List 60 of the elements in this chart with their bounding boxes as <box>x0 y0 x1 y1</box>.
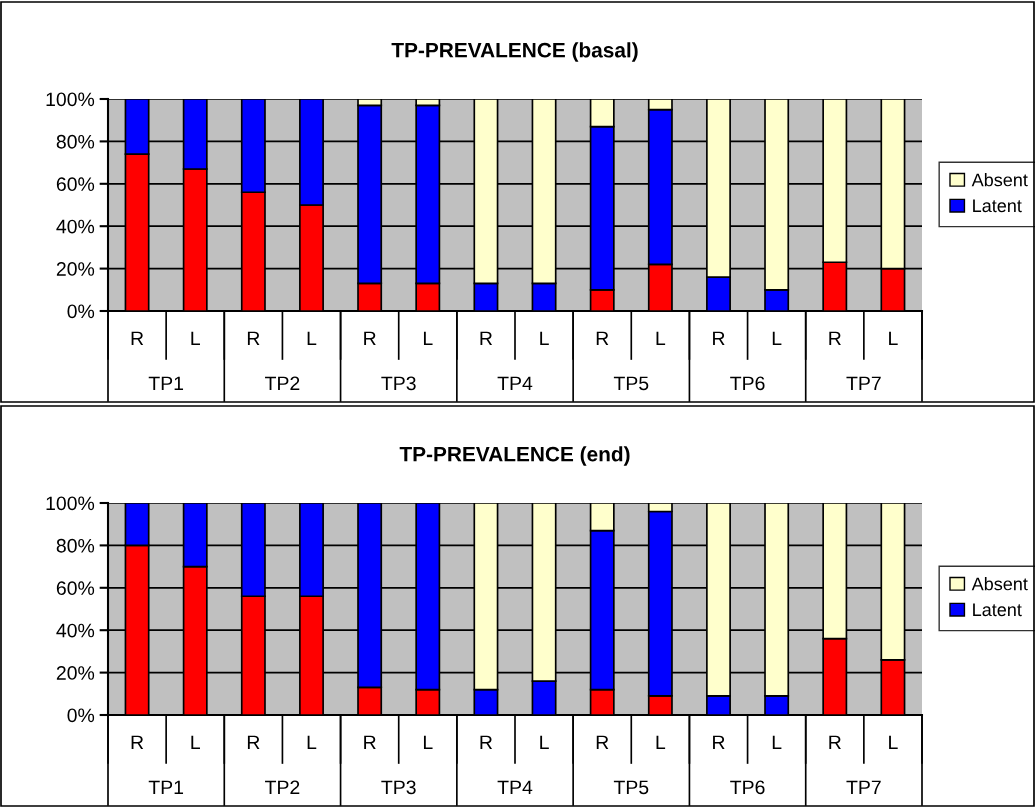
y-tick-label: 20% <box>56 666 95 680</box>
x-tick-label: L <box>423 331 433 346</box>
x-tick-label: L <box>540 735 549 750</box>
x-tick-label: R <box>480 331 493 346</box>
x-tick-label: R <box>247 331 260 346</box>
text: TP1 <box>148 376 184 391</box>
text: TP2 <box>265 780 300 795</box>
x-tick-label: L <box>772 331 782 346</box>
x-tick-label: L <box>656 735 666 750</box>
text: TP5 <box>613 780 649 795</box>
y-tick-label: 60% <box>56 581 95 596</box>
x-tick-label: R <box>596 735 609 750</box>
y-tick-label: 100% <box>46 496 95 511</box>
x-tick-label: L <box>307 331 317 346</box>
text: TP4 <box>497 780 533 795</box>
x-tick-label: R <box>713 331 725 346</box>
x-tick-label: R <box>829 735 841 750</box>
x-tick-label: R <box>131 735 144 750</box>
x-tick-label: R <box>364 331 376 346</box>
text: TP7 <box>846 376 881 391</box>
chart-title: TP-PREVALENCE (end) <box>399 446 630 466</box>
legend-label: Absent <box>971 173 1028 187</box>
text: TP3 <box>381 376 416 391</box>
text: TP6 <box>730 376 765 391</box>
x-tick-label: L <box>423 735 433 750</box>
x-tick-label: R <box>713 735 725 750</box>
y-tick-label: 0% <box>67 304 95 319</box>
text: TP3 <box>381 780 416 795</box>
x-tick-label: L <box>656 331 666 346</box>
y-tick-label: 40% <box>56 219 95 234</box>
y-tick-label: 80% <box>56 134 95 149</box>
legend-label: Absent <box>971 577 1028 591</box>
y-tick-label: 100% <box>46 92 95 107</box>
x-tick-label: R <box>131 331 144 346</box>
x-tick-label: L <box>772 735 782 750</box>
x-tick-label: R <box>480 735 493 750</box>
text: TP7 <box>846 780 881 795</box>
text: TP1 <box>148 780 184 795</box>
x-tick-label: L <box>889 331 898 346</box>
y-tick-label: 20% <box>56 262 95 276</box>
x-tick-label: L <box>889 735 898 750</box>
y-tick-label: 60% <box>56 177 95 192</box>
chart-title: TP-PREVALENCE (basal) <box>391 42 638 62</box>
text: TP4 <box>497 376 533 391</box>
text: TP5 <box>613 376 649 391</box>
y-tick-label: 80% <box>56 538 95 553</box>
x-tick-label: R <box>596 331 609 346</box>
x-tick-label: L <box>191 735 200 750</box>
legend-label: Latent <box>973 199 1022 213</box>
legend-label: Latent <box>973 603 1022 617</box>
x-tick-label: L <box>307 735 317 750</box>
text: TP6 <box>730 780 765 795</box>
text: TP2 <box>265 376 300 391</box>
x-tick-label: R <box>364 735 376 750</box>
y-tick-label: 40% <box>56 623 95 638</box>
x-tick-label: L <box>540 331 549 346</box>
x-tick-label: L <box>191 331 200 346</box>
x-tick-label: R <box>829 331 841 346</box>
y-tick-label: 0% <box>67 708 95 723</box>
x-tick-label: R <box>247 735 260 750</box>
